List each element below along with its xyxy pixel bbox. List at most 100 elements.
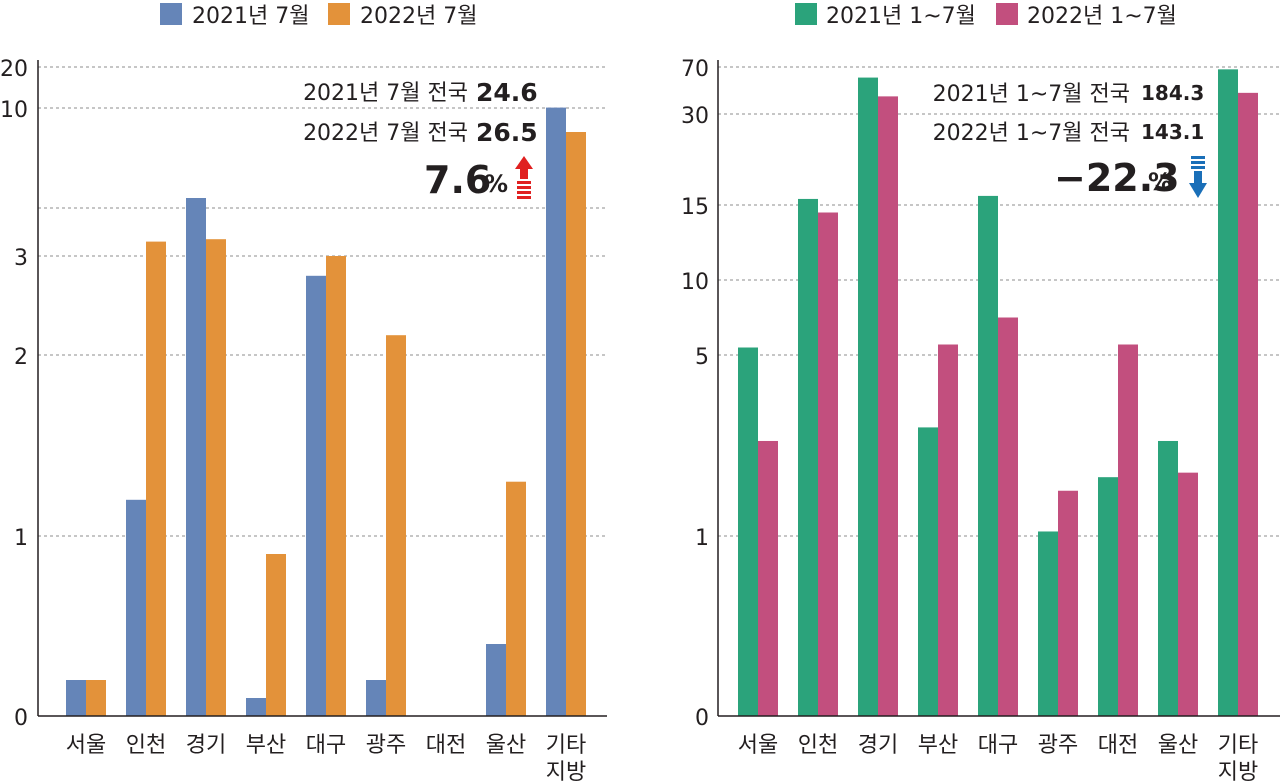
right-bar-a	[978, 195, 998, 716]
left-legend-label-2022: 2022년 7월	[360, 4, 477, 29]
right-category-label: 지방	[1218, 760, 1258, 783]
left-category-label: 대전	[426, 733, 466, 758]
left-bar-b	[266, 554, 286, 716]
right-annotation-line1-label: 2021년 1~7월 전국	[933, 82, 1130, 107]
right-bar-b	[1178, 472, 1198, 716]
left-y-ticks: 0 1 2 3 10 20	[0, 57, 28, 731]
right-annotation-line1-value: 184.3	[1141, 81, 1204, 105]
right-y-tick-label: 15	[681, 195, 709, 220]
right-bar-a	[918, 427, 938, 716]
right-bar-a	[1218, 69, 1238, 717]
left-y-tick-label: 1	[14, 526, 28, 551]
left-legend: 2021년 7월 2022년 7월	[160, 3, 477, 29]
left-category-label: 부산	[246, 733, 286, 758]
left-annotation-unit: %	[484, 170, 508, 198]
right-legend-swatch-2022	[996, 3, 1018, 25]
right-category-label: 기타	[1218, 733, 1258, 758]
left-y-tick-label: 10	[0, 98, 28, 123]
left-bar-a	[66, 680, 86, 716]
right-bar-b	[1058, 490, 1078, 716]
left-category-label: 광주	[366, 733, 406, 758]
right-annotation: 2021년 1~7월 전국 184.3 2022년 1~7월 전국 143.1 …	[933, 81, 1207, 200]
left-annotation-change: 7.6	[424, 158, 491, 202]
left-bar-a	[186, 198, 206, 716]
left-bar-a	[366, 680, 386, 716]
right-legend: 2021년 1~7월 2022년 1~7월	[795, 3, 1177, 29]
right-bar-a	[1038, 531, 1058, 716]
right-annotation-unit: %	[1148, 168, 1172, 196]
right-category-label: 대구	[978, 733, 1018, 758]
right-y-tick-label: 0	[695, 706, 709, 731]
left-legend-swatch-2021	[160, 3, 182, 25]
right-bar-b	[1118, 344, 1138, 716]
left-y-tick-label: 20	[0, 57, 28, 82]
right-bar-b	[818, 212, 838, 716]
right-annotation-change: −22.3	[1054, 156, 1180, 200]
left-category-label: 울산	[486, 733, 526, 758]
right-bar-b	[878, 96, 898, 716]
right-category-label: 경기	[858, 733, 898, 758]
right-category-label: 광주	[1038, 733, 1078, 758]
left-category-label: 인천	[126, 733, 166, 758]
right-bar-a	[798, 198, 818, 716]
right-y-tick-label: 70	[681, 57, 709, 82]
right-legend-label-2022: 2022년 1~7월	[1027, 4, 1177, 29]
right-y-tick-label: 5	[695, 345, 709, 370]
left-annotation-line2-value: 26.5	[476, 118, 538, 147]
left-bar-b	[506, 481, 526, 716]
right-bar-b	[938, 344, 958, 716]
right-bar-b	[1238, 92, 1258, 717]
left-y-tick-label: 0	[14, 706, 28, 731]
right-category-label: 서울	[738, 733, 778, 758]
right-y-tick-label: 1	[695, 526, 709, 551]
right-category-label: 부산	[918, 733, 958, 758]
left-annotation: 2021년 7월 전국 24.6 2022년 7월 전국 26.5 7.6 %	[303, 78, 538, 202]
right-category-label: 인천	[798, 733, 838, 758]
right-y-tick-label: 30	[681, 104, 709, 129]
left-category-label: 경기	[186, 733, 226, 758]
arrow-up-icon	[515, 156, 533, 199]
right-bar-b	[758, 440, 778, 716]
right-legend-swatch-2021	[795, 3, 817, 25]
left-annotation-line1-value: 24.6	[476, 78, 538, 107]
left-bar-b	[566, 132, 586, 716]
left-bar-a	[546, 107, 566, 717]
right-annotation-line2-label: 2022년 1~7월 전국	[933, 121, 1130, 146]
arrow-down-icon	[1189, 156, 1207, 198]
right-y-ticks: 0 1 5 10 15 30 70	[681, 57, 709, 731]
left-category-label: 대구	[306, 733, 346, 758]
left-category-label: 기타	[546, 733, 586, 758]
left-bar-b	[86, 680, 106, 716]
right-y-tick-label: 10	[681, 270, 709, 295]
left-legend-label-2021: 2021년 7월	[192, 4, 309, 29]
right-legend-label-2021: 2021년 1~7월	[826, 4, 976, 29]
left-bar-a	[126, 499, 146, 716]
left-bar-b	[386, 335, 406, 716]
left-category-label: 지방	[546, 760, 586, 783]
right-bar-a	[738, 347, 758, 716]
right-bar-b	[998, 317, 1018, 716]
left-bar-b	[206, 239, 226, 716]
left-bar-b	[146, 241, 166, 716]
left-bars	[66, 107, 586, 717]
left-legend-swatch-2022	[328, 3, 350, 25]
left-annotation-line2-label: 2022년 7월 전국	[303, 121, 468, 146]
left-y-tick-label: 2	[14, 345, 28, 370]
left-bar-a	[486, 644, 506, 716]
left-annotation-line1-label: 2021년 7월 전국	[303, 81, 468, 106]
left-bar-a	[306, 275, 326, 716]
right-category-label: 울산	[1158, 733, 1198, 758]
left-category-label: 서울	[66, 733, 106, 758]
right-annotation-line2-value: 143.1	[1141, 120, 1204, 144]
left-chart: 2021년 7월 2022년 7월 0 1 2 3 10 20 서울 인천 경기 부산…	[0, 3, 607, 783]
right-bar-a	[858, 77, 878, 716]
left-bar-a	[246, 698, 266, 716]
left-bar-b	[326, 256, 346, 716]
right-category-label: 대전	[1098, 733, 1138, 758]
right-chart: 2021년 1~7월 2022년 1~7월 0 1 5 10 15 30 70 …	[681, 3, 1280, 783]
right-bar-a	[1158, 440, 1178, 716]
right-bar-a	[1098, 477, 1118, 716]
